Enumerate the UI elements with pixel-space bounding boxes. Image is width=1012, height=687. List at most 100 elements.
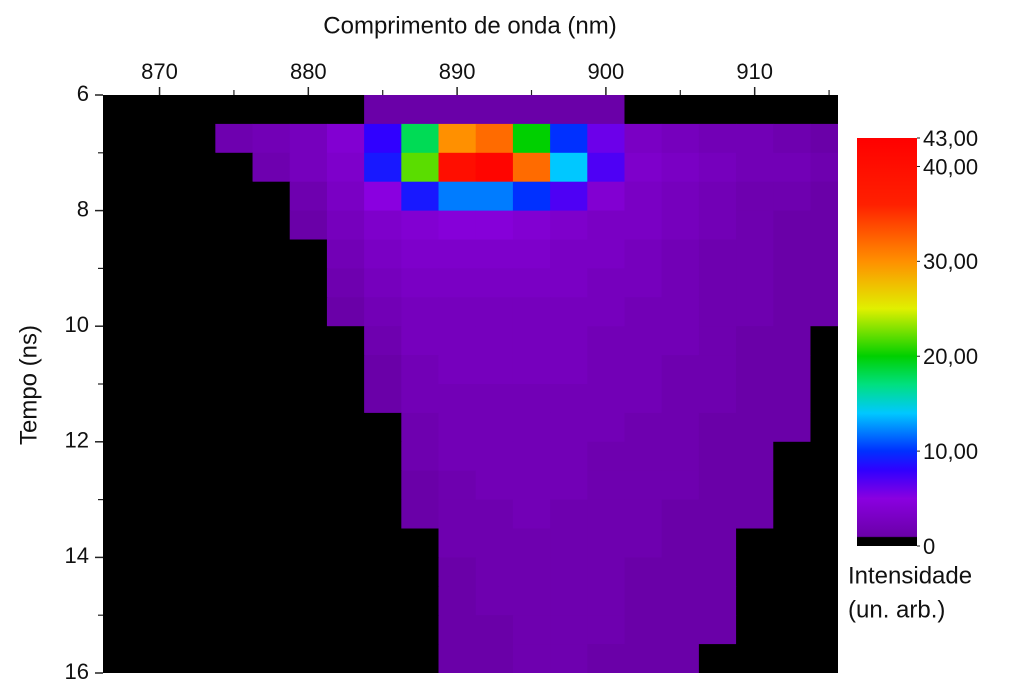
heat-cell [215,326,254,356]
heat-cell [736,615,774,645]
colorbar [857,138,917,546]
heat-cell [698,499,737,529]
heat-cell [736,326,774,356]
heat-cell [512,470,551,501]
heat-cell [773,210,811,240]
heat-cell [401,268,440,298]
heatmap [103,95,838,673]
y-tick-label: 14 [65,543,89,568]
heat-cell [178,268,216,298]
heat-cell [512,615,551,645]
heat-cell [550,239,588,269]
x-tick-label: 880 [290,59,327,84]
heat-cell [178,441,216,472]
heat-cell [736,384,774,414]
heat-cell [252,528,291,558]
heat-cell [512,326,551,356]
heat-cell [140,239,179,269]
heat-cell [810,268,838,298]
heat-cell [401,615,440,645]
heat-cell [624,557,663,587]
heat-cell [252,152,291,183]
heat-cell [326,268,365,298]
heat-cell [736,95,774,125]
colorbar-tick-label: 0 [923,534,935,559]
heat-cell [326,239,365,269]
heat-cell [550,210,588,240]
heat-cell [140,615,179,645]
heat-cell [178,355,216,385]
heat-cell [736,210,774,240]
heat-cell [810,470,838,501]
heat-cell [103,123,142,154]
heat-cell [103,615,142,645]
heat-cell [810,181,838,212]
heat-cell [475,297,514,327]
colorbar-tick-label: 20,00 [923,344,978,369]
heat-cell [661,499,700,529]
heat-cell [215,123,254,154]
heat-cell [624,644,663,673]
heat-cell [364,586,402,616]
heat-cell [512,210,551,240]
heat-cell [587,644,625,673]
heat-cell [661,644,700,673]
heat-cell [698,239,737,269]
y-axis-title: Tempo (ns) [15,325,42,445]
heat-cell [810,499,838,529]
heat-cell [178,326,216,356]
heat-cell [289,470,328,501]
heat-cell [289,95,328,125]
heat-cell [289,181,328,212]
heat-cell [289,210,328,240]
heat-cell [364,384,402,414]
heat-cell [550,326,588,356]
heat-cell [512,268,551,298]
heat-cell [401,441,440,472]
heat-cell [289,528,328,558]
heat-cell [140,470,179,501]
heat-cell [698,470,737,501]
heat-cell [587,239,625,269]
y-tick-label: 12 [65,428,89,453]
heat-cell [438,586,477,616]
heat-cell [252,384,291,414]
heat-cell [550,181,588,212]
heat-cell [475,210,514,240]
heat-cell [736,239,774,269]
heat-cell [364,210,402,240]
heat-cell [252,268,291,298]
heat-cell [773,123,811,154]
heat-cell [438,441,477,472]
heat-cell [252,210,291,240]
heat-cell [773,326,811,356]
heat-cell [438,615,477,645]
heat-cell [140,557,179,587]
heat-cell [550,268,588,298]
y-tick-label: 16 [65,659,89,684]
heat-cell [215,268,254,298]
heat-cell [438,239,477,269]
heat-cell [215,499,254,529]
heat-cell [773,586,811,616]
heat-cell [140,441,179,472]
heat-cell [512,152,551,183]
heat-cell [326,152,365,183]
heat-cell [438,268,477,298]
heat-cell [252,95,291,125]
heat-cell [587,412,625,443]
heat-cell [215,441,254,472]
heat-cell [661,586,700,616]
heat-cell [475,528,514,558]
heat-cell [736,586,774,616]
heat-cell [661,528,700,558]
heat-cell [773,268,811,298]
heat-cell [438,499,477,529]
heat-cell [401,470,440,501]
heat-cell [401,528,440,558]
heat-cell [624,326,663,356]
x-axis-title: Comprimento de onda (nm) [323,12,616,39]
heat-cell [289,644,328,673]
heat-cell [178,528,216,558]
heat-cell [289,412,328,443]
